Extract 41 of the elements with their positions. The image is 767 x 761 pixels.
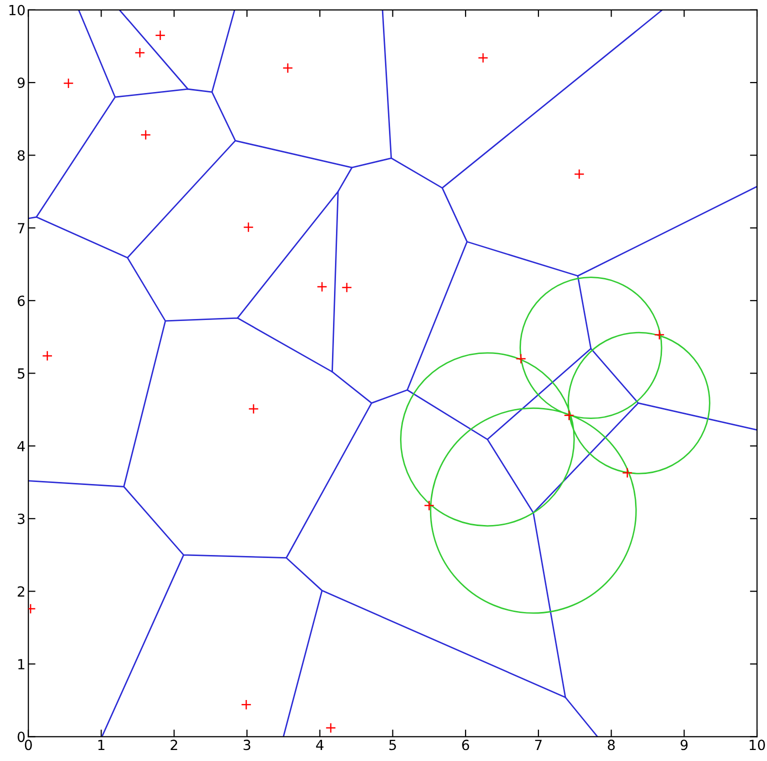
point	[478, 52, 488, 64]
y-tick-label: 5	[18, 368, 24, 379]
x-tick-label: 5	[389, 740, 396, 750]
y-tick-label: 10	[9, 4, 25, 16]
y-tick-label: 2	[18, 586, 24, 597]
x-tick-label: 2	[170, 740, 178, 750]
point	[316, 282, 328, 292]
y-tick-label: 1	[18, 659, 24, 670]
x-tick-label: 3	[244, 740, 250, 750]
x-tick-label: 1	[98, 740, 104, 750]
x-tick-label: 9	[680, 740, 688, 750]
point	[424, 500, 434, 511]
point	[564, 410, 574, 421]
y-tick-label: 8	[18, 150, 25, 161]
y-tick-label: 7	[18, 223, 24, 234]
point	[516, 353, 526, 364]
x-tick-label: 7	[535, 740, 542, 750]
point	[325, 722, 336, 734]
point	[342, 282, 352, 293]
point	[574, 168, 585, 180]
y-tick-label: 3	[18, 514, 24, 524]
y-tick-label: 9	[18, 78, 25, 88]
y-tick-label: 4	[17, 441, 25, 452]
x-tick-label: 8	[608, 740, 615, 750]
point	[654, 329, 665, 340]
point	[134, 47, 146, 58]
point	[140, 130, 151, 140]
x-tick-label: 0	[24, 740, 32, 750]
point	[154, 30, 166, 41]
point	[243, 222, 254, 232]
x-tick-label: 10	[750, 740, 765, 750]
point	[248, 404, 259, 414]
point	[63, 78, 74, 89]
x-tick-label: 6	[462, 740, 470, 750]
point	[622, 468, 633, 478]
point	[42, 350, 53, 362]
y-tick-label: 6	[18, 296, 25, 306]
point	[240, 699, 252, 710]
x-tick-label: 4	[316, 740, 324, 750]
point	[282, 62, 294, 74]
y-tick-label: 0	[18, 732, 25, 742]
